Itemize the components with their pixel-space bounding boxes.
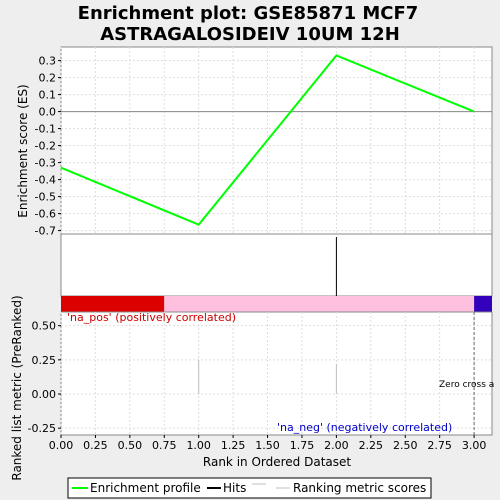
rank-x-tick-label: 1.50 bbox=[255, 439, 280, 452]
es-y-tick-label: 0.2 bbox=[39, 72, 57, 85]
rank-y-axis-label: Ranked list metric (PreRanked) bbox=[10, 295, 24, 480]
es-y-tick-label: -0.7 bbox=[35, 225, 56, 238]
es-y-tick-label: -0.1 bbox=[35, 123, 56, 136]
ranking-metric-bars bbox=[198, 359, 337, 394]
enrichment-profile-line bbox=[60, 54, 475, 226]
rank-x-tick-label: 0.00 bbox=[49, 439, 74, 452]
correlation-color-bar bbox=[61, 296, 492, 312]
rank-y-tick-label: 0.50 bbox=[32, 320, 57, 333]
rank-x-tick-label: 0.25 bbox=[83, 439, 108, 452]
es-y-tick-label: -0.3 bbox=[35, 157, 56, 170]
rank-x-tick-label: 0.50 bbox=[118, 439, 143, 452]
es-y-axis: 0.3 0.2 0.1 0.0 -0.1 -0.2 -0.3 -0.4 -0.5 -0.6 -0.7 bbox=[35, 55, 61, 238]
rank-x-tick-label: 1.00 bbox=[186, 439, 211, 452]
legend-label-ranking-metric: Ranking metric scores bbox=[293, 481, 426, 495]
rank-x-tick-label: 2.75 bbox=[427, 439, 452, 452]
es-panel-background bbox=[60, 46, 493, 235]
rank-x-tick-label: 2.25 bbox=[359, 439, 384, 452]
es-y-tick-label: -0.6 bbox=[35, 208, 56, 221]
rank-x-tick-label: 2.50 bbox=[393, 439, 418, 452]
chart-title-line1: Enrichment plot: GSE85871 MCF7 bbox=[78, 3, 419, 24]
rank-x-axis: 0.00 0.25 0.50 0.75 1.00 1.25 1.50 1.75 2.00 2.25… bbox=[49, 435, 487, 452]
legend-label-hits: Hits bbox=[223, 481, 246, 495]
rank-x-tick-label: 1.25 bbox=[221, 439, 246, 452]
es-y-tick-label: 0.0 bbox=[39, 106, 57, 119]
negative-correlation-label: 'na_neg' (negatively correlated) bbox=[277, 421, 452, 434]
es-y-tick-label: -0.2 bbox=[35, 140, 56, 153]
es-y-tick-label: -0.5 bbox=[35, 191, 56, 204]
rank-panel-background bbox=[60, 311, 493, 436]
legend-box bbox=[67, 477, 432, 499]
rank-x-tick-label: 0.75 bbox=[152, 439, 177, 452]
es-y-tick-label: -0.4 bbox=[35, 174, 56, 187]
chart-title-line2: ASTRAGALOSIDEIV 10UM 12H bbox=[100, 24, 400, 45]
es-y-axis-label: Enrichment score (ES) bbox=[16, 84, 30, 217]
rank-x-tick-label: 1.75 bbox=[290, 439, 315, 452]
rank-y-tick-label: 0.00 bbox=[32, 388, 57, 401]
color-bar-segment bbox=[474, 296, 492, 312]
zero-cross-label: Zero cross a bbox=[439, 380, 494, 390]
rank-y-tick-label: 0.25 bbox=[32, 354, 57, 367]
rank-x-tick-label: 2.00 bbox=[324, 439, 349, 452]
es-y-tick-label: 0.1 bbox=[39, 89, 57, 102]
rank-y-tick-label: -0.25 bbox=[28, 422, 56, 435]
rank-x-tick-label: 3.00 bbox=[462, 439, 487, 452]
hits-panel-background bbox=[60, 233, 493, 297]
rank-x-axis-label: Rank in Ordered Dataset bbox=[203, 455, 351, 469]
color-bar-segment bbox=[164, 296, 475, 312]
es-y-tick-label: 0.3 bbox=[39, 55, 57, 68]
positive-correlation-label: 'na_pos' (positively correlated) bbox=[67, 311, 236, 324]
color-bar-segment bbox=[61, 296, 165, 312]
legend-label-enrichment-profile: Enrichment profile bbox=[90, 481, 201, 495]
rank-y-axis: 0.50 0.25 0.00 -0.25 bbox=[28, 320, 61, 435]
